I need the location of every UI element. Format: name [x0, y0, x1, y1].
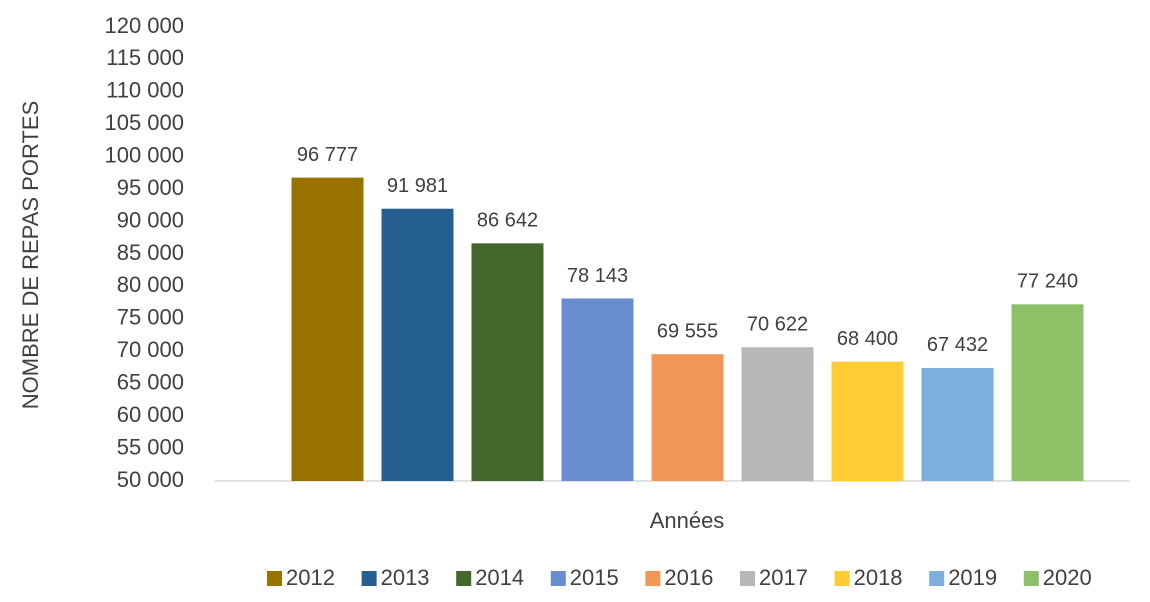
y-tick-label: 75 000	[117, 305, 184, 330]
y-tick-label: 80 000	[117, 272, 184, 297]
y-tick-label: 115 000	[106, 45, 184, 70]
legend-swatch	[645, 571, 661, 586]
bar	[651, 354, 724, 481]
value-label: 69 555	[657, 320, 718, 342]
y-tick-label: 95 000	[117, 175, 184, 200]
legend-label: 2020	[1043, 565, 1092, 590]
legend-label: 2018	[854, 565, 903, 590]
legend-swatch	[361, 571, 377, 586]
value-label: 86 642	[477, 210, 538, 232]
bar	[471, 243, 544, 481]
legend-label: 2013	[381, 565, 430, 590]
y-tick-label: 65 000	[117, 370, 184, 395]
y-tick-label: 70 000	[117, 337, 184, 362]
legend-label: 2017	[759, 565, 808, 590]
bar	[561, 298, 634, 481]
bar	[1011, 304, 1084, 481]
bar	[291, 177, 364, 481]
legend-swatch	[550, 571, 566, 586]
legend-swatch	[1023, 571, 1039, 586]
legend-swatch	[834, 571, 850, 586]
y-tick-label: 90 000	[117, 207, 184, 232]
bar	[921, 367, 994, 481]
legend-label: 2012	[286, 565, 335, 590]
legend-swatch	[740, 571, 755, 586]
y-tick-label: 100 000	[104, 143, 184, 168]
bar	[741, 347, 814, 481]
y-tick-label: 60 000	[117, 402, 184, 427]
value-label: 68 400	[837, 328, 898, 350]
legend-label: 2016	[664, 565, 713, 590]
bar	[381, 208, 454, 481]
value-label: 78 143	[567, 265, 628, 287]
legend-label: 2019	[948, 565, 997, 590]
y-tick-label: 85 000	[117, 240, 184, 265]
legend-label: 2015	[570, 565, 619, 590]
legend-label: 2014	[475, 565, 524, 590]
value-label: 91 981	[387, 175, 448, 197]
y-tick-label: 110 000	[106, 78, 184, 103]
value-label: 70 622	[747, 314, 808, 336]
legend-swatch	[456, 571, 472, 586]
y-tick-label: 120 000	[104, 13, 184, 38]
y-axis-title: NOMBRE DE REPAS PORTES	[18, 101, 43, 409]
bar	[831, 361, 904, 481]
legend-swatch	[267, 571, 282, 586]
legend-swatch	[929, 571, 945, 586]
y-tick-label: 105 000	[104, 110, 184, 135]
y-tick-label: 55 000	[117, 434, 184, 459]
value-label: 77 240	[1017, 271, 1078, 293]
value-label: 96 777	[297, 144, 358, 166]
y-tick-label: 50 000	[117, 467, 184, 492]
x-axis-title: Années	[650, 508, 725, 533]
value-label: 67 432	[927, 334, 988, 356]
